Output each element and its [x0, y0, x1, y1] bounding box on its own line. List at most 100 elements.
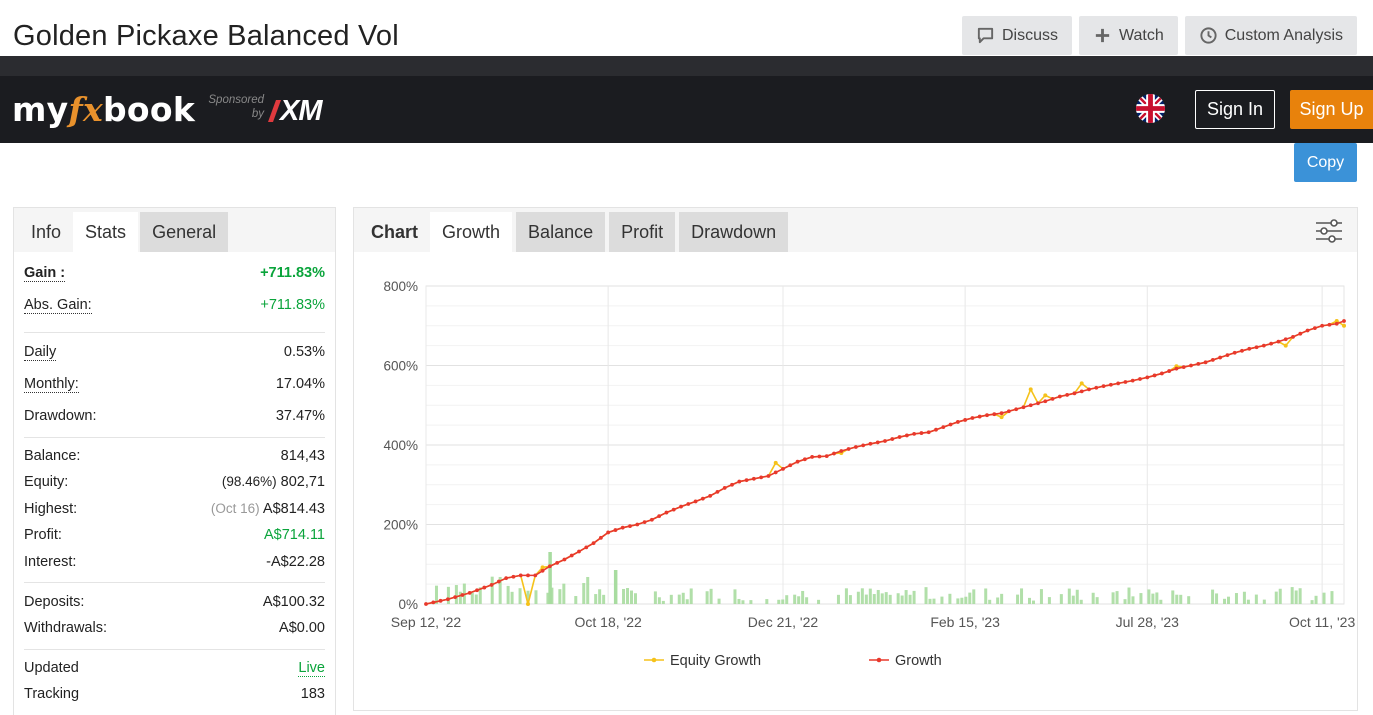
copy-button[interactable]: Copy [1294, 143, 1357, 182]
chart-settings-icon[interactable] [1315, 218, 1343, 244]
volume-bar [526, 590, 530, 604]
growth-point [613, 528, 618, 532]
volume-bar [1298, 588, 1302, 604]
growth-point [985, 413, 989, 418]
volume-bar [1215, 593, 1219, 604]
growth-point [1261, 343, 1266, 348]
growth-point [635, 522, 640, 527]
sign-in-button[interactable]: Sign In [1195, 90, 1275, 129]
volume-bar [968, 592, 972, 604]
tab-info[interactable]: Info [31, 221, 62, 242]
growth-point [1283, 337, 1288, 342]
growth-point [1210, 358, 1215, 362]
equity-point [1043, 393, 1048, 398]
equity-point [1028, 387, 1033, 392]
volume-bar [562, 583, 566, 604]
volume-bar [741, 600, 745, 604]
volume-bar [1155, 592, 1159, 604]
volume-bar [458, 591, 462, 604]
tab-stats[interactable]: Stats [73, 212, 139, 252]
equity-point [999, 415, 1004, 420]
volume-bar [1123, 599, 1127, 604]
volume-bar [896, 593, 900, 604]
growth-point [526, 573, 530, 578]
y-tick-label: 0% [398, 597, 418, 612]
volume-bar [518, 588, 522, 604]
equity-point [1334, 318, 1339, 323]
growth-point [1057, 394, 1062, 399]
volume-bar [817, 599, 821, 604]
volume-bar [1211, 589, 1215, 604]
growth-point [875, 440, 880, 445]
growth-point [999, 411, 1004, 416]
growth-point [518, 573, 523, 578]
x-tick-label: Oct 18, '22 [575, 614, 642, 630]
discuss-button[interactable]: Discuss [961, 16, 1072, 55]
tab-profit[interactable]: Profit [609, 212, 676, 252]
tab-balance[interactable]: Balance [516, 212, 606, 252]
growth-point [1189, 363, 1193, 368]
growth-point [453, 595, 458, 600]
volume-bar [801, 590, 805, 604]
chart-tabs: Chart Growth Balance Profit Drawdown [354, 208, 1357, 252]
growth-point [730, 482, 734, 487]
volume-bar [1310, 600, 1314, 604]
growth-point [1342, 319, 1346, 323]
custom-analysis-button[interactable]: Custom Analysis [1184, 16, 1357, 55]
growth-point [1240, 348, 1244, 353]
volume-bar [956, 598, 960, 604]
growth-point [1079, 389, 1084, 394]
volume-bar [630, 590, 633, 604]
volume-bar [454, 585, 458, 604]
x-tick-label: Dec 21, '22 [748, 614, 819, 630]
volume-bar [1242, 591, 1246, 604]
growth-point [686, 502, 691, 506]
growth-point [810, 455, 815, 459]
watch-button[interactable]: Watch [1078, 16, 1178, 55]
volume-bar [602, 594, 606, 604]
growth-point [722, 486, 727, 490]
volume-bar [598, 589, 602, 604]
tab-drawdown[interactable]: Drawdown [679, 212, 789, 252]
volume-bar [1059, 594, 1063, 604]
legend-growth-dot [876, 657, 882, 663]
volume-bar [749, 600, 753, 604]
volume-bar [1075, 589, 1079, 604]
stats-tabs: Info Stats General [14, 208, 335, 252]
volume-bar [685, 599, 689, 604]
volume-bar [546, 592, 550, 604]
growth-point [766, 474, 771, 478]
growth-point [628, 524, 632, 528]
growth-point [1130, 378, 1135, 383]
growth-point [708, 493, 713, 498]
myfxbook-logo[interactable]: myfxbook [12, 90, 196, 129]
uk-flag-icon[interactable] [1136, 94, 1165, 123]
volume-bar [1294, 590, 1298, 604]
volume-bar [1274, 591, 1278, 604]
growth-point [562, 557, 567, 562]
tab-chart: Chart [371, 221, 419, 242]
volume-bar [836, 594, 840, 604]
volume-bar [1031, 600, 1035, 604]
growth-point [533, 573, 538, 578]
growth-point [504, 576, 509, 581]
tab-general[interactable]: General [140, 212, 229, 252]
sign-up-button[interactable]: Sign Up [1290, 90, 1373, 129]
comment-icon [977, 27, 994, 44]
volume-bar [498, 576, 502, 604]
growth-point [1232, 350, 1237, 355]
stat-highest: Highest: (Oct 16) A$814.43 [24, 501, 325, 517]
growth-point [1123, 380, 1128, 384]
volume-bar [1262, 599, 1266, 604]
growth-point [839, 449, 844, 453]
growth-point [1174, 366, 1179, 371]
growth-point [1036, 401, 1040, 406]
tab-growth[interactable]: Growth [430, 212, 513, 252]
growth-point [700, 496, 705, 501]
growth-point [1072, 391, 1077, 396]
growth-point [817, 454, 822, 459]
volume-bar [677, 594, 681, 604]
volume-bar [781, 599, 785, 604]
xm-logo[interactable]: XM [267, 95, 322, 128]
y-tick-label: 200% [383, 518, 418, 533]
